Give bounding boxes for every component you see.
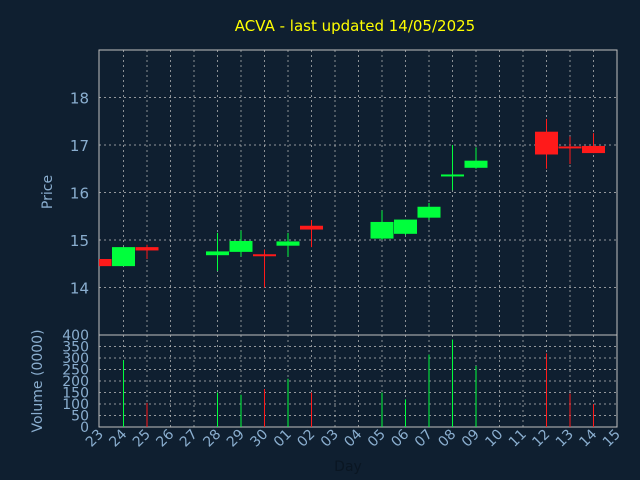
x-tick-label: 13	[553, 427, 577, 451]
price-tick-label: 15	[70, 232, 89, 250]
volume-tick-label: 50	[71, 409, 89, 425]
candle-body	[276, 241, 300, 246]
price-tick-label: 16	[70, 185, 89, 203]
x-tick-label: 26	[153, 426, 177, 450]
candle-body	[112, 247, 135, 267]
x-tick-label: 11	[506, 427, 530, 451]
volume-tick-label: 300	[62, 351, 89, 367]
x-tick-label: 29	[224, 427, 248, 451]
volume-grid	[99, 335, 617, 427]
candle-body	[441, 174, 464, 177]
price-grid	[99, 50, 617, 335]
x-tick-label: 09	[459, 427, 483, 451]
chart-title: ACVA - last updated 14/05/2025	[235, 17, 475, 35]
x-axis-label: Day	[334, 459, 362, 475]
x-tick-label: 03	[318, 427, 342, 451]
x-tick-label: 05	[365, 427, 389, 451]
volume-axis-label: Volume (0000)	[30, 329, 46, 432]
volume-tick-label: 100	[62, 397, 89, 413]
price-tick-label: 14	[70, 280, 89, 298]
x-tick-label: 04	[341, 426, 365, 450]
candle-body	[99, 259, 112, 267]
x-tick-label: 12	[529, 427, 553, 451]
x-tick-label: 30	[247, 427, 271, 451]
x-tick-label: 14	[576, 426, 600, 450]
volume-tick-label: 150	[62, 386, 89, 402]
candle-body	[229, 240, 253, 252]
x-tick-label: 08	[435, 427, 459, 451]
price-tick-label: 17	[70, 137, 89, 155]
candle-body	[135, 247, 159, 251]
x-tick-label: 28	[200, 427, 224, 451]
x-tick-label: 24	[106, 426, 130, 450]
x-tick-labels: 23 24 25 26 27 28 29 30 01 02 03 04 05 06 07 08 09 10 11 12…	[83, 426, 624, 450]
x-tick-label: 01	[271, 427, 295, 451]
volume-tick-label: 400	[62, 328, 89, 344]
candle-body	[535, 131, 558, 155]
candle-body	[206, 251, 229, 256]
x-tick-label: 25	[130, 427, 154, 451]
candles	[99, 118, 605, 288]
volume-panel-frame	[98, 334, 618, 428]
price-tick-label: 18	[70, 90, 89, 108]
candle-body	[300, 225, 323, 230]
x-tick-label: 15	[600, 427, 624, 451]
x-tick-label: 06	[388, 426, 412, 450]
candle-body	[417, 206, 441, 218]
candle-body	[558, 146, 582, 149]
candle-body	[464, 160, 488, 168]
candle-body	[394, 219, 417, 234]
volume-tick-label: 250	[62, 363, 89, 379]
candle-body	[370, 221, 394, 239]
candle-body	[582, 145, 605, 154]
volume-tick-label: 350	[62, 340, 89, 356]
candle-body	[253, 254, 276, 257]
x-tick-label: 10	[482, 427, 506, 451]
x-tick-label: 07	[412, 427, 436, 451]
price-y-tick-labels: 14 15 16 17 18	[70, 90, 89, 298]
x-tick-label: 02	[294, 427, 318, 451]
x-tick-label: 27	[177, 427, 201, 451]
price-axis-label: Price	[40, 175, 56, 209]
volume-tick-label: 200	[62, 374, 89, 390]
volume-tick-label: 0	[80, 420, 89, 436]
volume-bars	[123, 339, 594, 427]
